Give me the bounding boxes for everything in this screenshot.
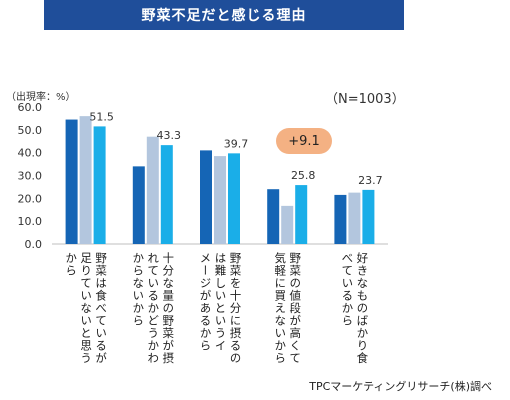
category-label: 野菜を十分に摂るの は難しいというイ メージがあるから: [198, 252, 243, 365]
data-label: 39.7: [224, 137, 249, 150]
y-tick-label: 10.0: [18, 215, 43, 228]
data-label: 51.5: [89, 110, 114, 123]
bar: [267, 189, 280, 244]
bar: [214, 156, 226, 244]
data-label: 25.8: [291, 169, 316, 182]
y-axis-unit-label: （出現率：%）: [6, 92, 76, 103]
category-label: 好きなものばかり食 べているから: [340, 252, 370, 365]
bar: [334, 194, 347, 244]
bar: [200, 150, 212, 244]
bar: [160, 145, 173, 244]
bar: [228, 153, 240, 244]
source-note: TPCマーケティングリサーチ(株)調べ: [309, 380, 492, 393]
y-tick-label: 30.0: [18, 170, 43, 183]
y-tick-label: 60.0: [18, 101, 43, 114]
bar: [146, 136, 159, 244]
difference-badge: +9.1: [276, 128, 332, 154]
y-tick-label: 20.0: [18, 192, 43, 205]
sample-size-label: （N=1003）: [325, 92, 405, 107]
y-tick-label: 50.0: [18, 124, 43, 137]
chart-title: 野菜不足だと感じる理由: [141, 8, 307, 24]
category-label: 十分な量の野菜が摂 れているかどうかわ からないから: [131, 252, 176, 365]
category-label: 野菜は食べているが 足りていないと思う から: [64, 252, 109, 365]
bar: [79, 116, 92, 244]
y-tick-label: 40.0: [18, 147, 43, 160]
data-label: 43.3: [157, 129, 182, 142]
chart-title-banner: 野菜不足だと感じる理由: [44, 0, 404, 30]
bar: [93, 126, 106, 244]
bar: [348, 192, 361, 244]
y-tick-label: 0.0: [25, 238, 43, 251]
category-label: 野菜の値段が高くて 気軽に買えないから: [273, 252, 303, 365]
data-label: 23.7: [358, 174, 383, 187]
bar: [132, 166, 145, 244]
bar: [281, 205, 294, 244]
bar: [362, 189, 375, 244]
bar: [65, 119, 78, 244]
bar: [295, 185, 308, 244]
